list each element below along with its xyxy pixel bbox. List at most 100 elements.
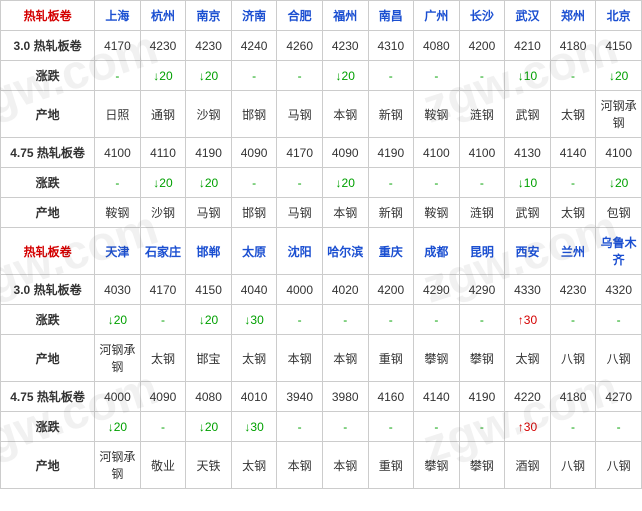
origin-cell: 攀钢: [459, 442, 505, 489]
change-cell: ↓20: [186, 305, 232, 335]
change-cell: ↓20: [322, 61, 368, 91]
row-label-change: 涨跌: [1, 412, 95, 442]
change-cell: ↓20: [322, 168, 368, 198]
price-cell: 3980: [322, 382, 368, 412]
change-cell: -: [140, 305, 186, 335]
change-cell: -: [414, 412, 460, 442]
change-cell: ↓10: [505, 168, 551, 198]
row-label-change: 涨跌: [1, 168, 95, 198]
price-cell: 4100: [596, 138, 642, 168]
origin-cell: 本钢: [322, 335, 368, 382]
change-cell: -: [322, 412, 368, 442]
price-cell: 4210: [505, 31, 551, 61]
origin-cell: 本钢: [322, 198, 368, 228]
price-cell: 4000: [95, 382, 141, 412]
row-label-475: 4.75 热轧板卷: [1, 138, 95, 168]
city-header: 济南: [231, 1, 277, 31]
change-cell: ↓30: [231, 305, 277, 335]
price-cell: 4170: [277, 138, 323, 168]
change-cell: -: [277, 61, 323, 91]
origin-cell: 攀钢: [459, 335, 505, 382]
origin-cell: 太钢: [231, 442, 277, 489]
section-header-label: 热轧板卷: [1, 228, 95, 275]
city-header: 成都: [414, 228, 460, 275]
origin-cell: 重钢: [368, 335, 414, 382]
origin-cell: 太钢: [231, 335, 277, 382]
change-cell: ↓20: [186, 412, 232, 442]
row-label-origin: 产地: [1, 198, 95, 228]
origin-cell: 重钢: [368, 442, 414, 489]
city-header: 石家庄: [140, 228, 186, 275]
origin-cell: 河钢承钢: [95, 335, 141, 382]
origin-cell: 八钢: [596, 442, 642, 489]
origin-cell: 武钢: [505, 198, 551, 228]
origin-cell: 河钢承钢: [596, 91, 642, 138]
change-cell: ↓20: [140, 168, 186, 198]
price-cell: 4040: [231, 275, 277, 305]
price-cell: 4130: [505, 138, 551, 168]
price-cell: 4030: [95, 275, 141, 305]
origin-cell: 包钢: [596, 198, 642, 228]
price-cell: 4190: [368, 138, 414, 168]
origin-cell: 邯宝: [186, 335, 232, 382]
price-cell: 4220: [505, 382, 551, 412]
origin-cell: 本钢: [322, 442, 368, 489]
row-label-30: 3.0 热轧板卷: [1, 275, 95, 305]
price-cell: 4160: [368, 382, 414, 412]
price-cell: 4090: [231, 138, 277, 168]
change-cell: -: [596, 305, 642, 335]
city-header: 南京: [186, 1, 232, 31]
change-cell: -: [368, 305, 414, 335]
change-cell: -: [95, 168, 141, 198]
row-label-origin: 产地: [1, 335, 95, 382]
price-table: 热轧板卷上海杭州南京济南合肥福州南昌广州长沙武汉郑州北京3.0 热轧板卷4170…: [0, 0, 642, 489]
price-cell: 4000: [277, 275, 323, 305]
origin-cell: 鞍钢: [414, 91, 460, 138]
city-header: 北京: [596, 1, 642, 31]
origin-cell: 武钢: [505, 91, 551, 138]
price-cell: 4180: [550, 31, 596, 61]
city-header: 合肥: [277, 1, 323, 31]
change-cell: -: [95, 61, 141, 91]
price-cell: 4140: [414, 382, 460, 412]
price-cell: 4230: [322, 31, 368, 61]
origin-cell: 鞍钢: [414, 198, 460, 228]
origin-cell: 通钢: [140, 91, 186, 138]
origin-cell: 八钢: [596, 335, 642, 382]
origin-cell: 太钢: [140, 335, 186, 382]
change-cell: -: [140, 412, 186, 442]
change-cell: -: [459, 168, 505, 198]
city-header: 昆明: [459, 228, 505, 275]
origin-cell: 新钢: [368, 91, 414, 138]
city-header: 哈尔滨: [322, 228, 368, 275]
price-cell: 4230: [186, 31, 232, 61]
origin-cell: 新钢: [368, 198, 414, 228]
price-cell: 4310: [368, 31, 414, 61]
change-cell: -: [414, 305, 460, 335]
change-cell: -: [277, 305, 323, 335]
price-cell: 4080: [414, 31, 460, 61]
city-header: 广州: [414, 1, 460, 31]
row-label-change: 涨跌: [1, 61, 95, 91]
price-cell: 4150: [186, 275, 232, 305]
price-cell: 4100: [414, 138, 460, 168]
city-header: 兰州: [550, 228, 596, 275]
origin-cell: 本钢: [322, 91, 368, 138]
price-cell: 4150: [596, 31, 642, 61]
change-cell: -: [231, 168, 277, 198]
change-cell: ↑30: [505, 305, 551, 335]
change-cell: -: [550, 305, 596, 335]
price-cell: 3940: [277, 382, 323, 412]
origin-cell: 马钢: [277, 91, 323, 138]
city-header: 长沙: [459, 1, 505, 31]
origin-cell: 太钢: [550, 91, 596, 138]
price-cell: 4140: [550, 138, 596, 168]
change-cell: ↓20: [186, 168, 232, 198]
row-label-origin: 产地: [1, 91, 95, 138]
price-cell: 4100: [459, 138, 505, 168]
origin-cell: 天铁: [186, 442, 232, 489]
price-cell: 4200: [368, 275, 414, 305]
origin-cell: 攀钢: [414, 442, 460, 489]
change-cell: ↓20: [95, 412, 141, 442]
origin-cell: 攀钢: [414, 335, 460, 382]
